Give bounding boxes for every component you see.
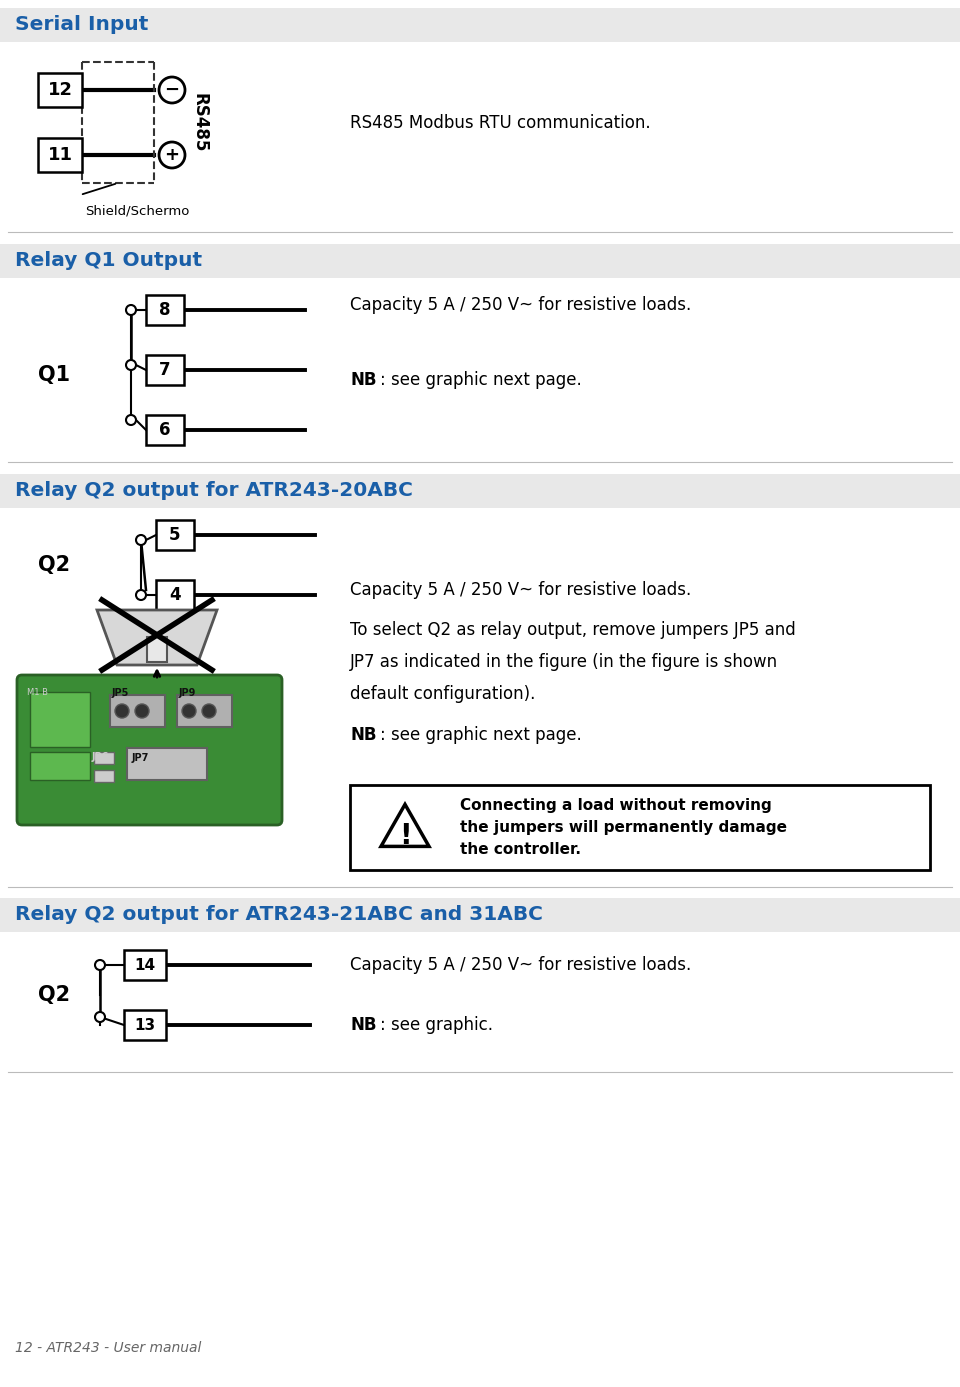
Circle shape bbox=[135, 705, 149, 718]
Text: M1 B: M1 B bbox=[27, 688, 48, 698]
FancyBboxPatch shape bbox=[38, 137, 82, 172]
Text: JP6: JP6 bbox=[92, 752, 109, 761]
Circle shape bbox=[95, 960, 105, 970]
Text: NB: NB bbox=[350, 370, 376, 388]
Text: JP9: JP9 bbox=[179, 688, 197, 698]
Text: Relay Q2 output for ATR243-20ABC: Relay Q2 output for ATR243-20ABC bbox=[15, 481, 413, 501]
Circle shape bbox=[136, 535, 146, 545]
Circle shape bbox=[202, 705, 216, 718]
FancyBboxPatch shape bbox=[156, 580, 194, 610]
FancyBboxPatch shape bbox=[30, 752, 90, 779]
Text: : see graphic.: : see graphic. bbox=[380, 1017, 493, 1033]
Circle shape bbox=[136, 589, 146, 601]
FancyBboxPatch shape bbox=[147, 637, 167, 662]
Text: 5: 5 bbox=[169, 526, 180, 544]
Circle shape bbox=[126, 361, 136, 370]
Text: Capacity 5 A / 250 V~ for resistive loads.: Capacity 5 A / 250 V~ for resistive load… bbox=[350, 956, 691, 974]
Text: : see graphic next page.: : see graphic next page. bbox=[380, 370, 582, 388]
Text: NB: NB bbox=[350, 725, 376, 743]
Text: Serial Input: Serial Input bbox=[15, 15, 149, 35]
Text: 11: 11 bbox=[47, 146, 73, 164]
FancyBboxPatch shape bbox=[177, 695, 232, 727]
FancyBboxPatch shape bbox=[124, 950, 166, 981]
Text: 13: 13 bbox=[134, 1018, 156, 1032]
Text: RS485: RS485 bbox=[191, 93, 209, 153]
Circle shape bbox=[126, 415, 136, 424]
FancyBboxPatch shape bbox=[38, 74, 82, 107]
FancyBboxPatch shape bbox=[94, 770, 114, 782]
FancyBboxPatch shape bbox=[0, 474, 960, 508]
Polygon shape bbox=[97, 610, 217, 664]
Text: Relay Q2 output for ATR243-21ABC and 31ABC: Relay Q2 output for ATR243-21ABC and 31A… bbox=[15, 906, 542, 925]
Text: !: ! bbox=[398, 821, 411, 849]
FancyBboxPatch shape bbox=[17, 675, 282, 825]
Text: 4: 4 bbox=[169, 585, 180, 603]
Circle shape bbox=[159, 141, 185, 168]
Text: NB: NB bbox=[350, 1017, 376, 1033]
Text: 12: 12 bbox=[47, 80, 73, 98]
Circle shape bbox=[95, 1013, 105, 1022]
Text: JP5: JP5 bbox=[112, 688, 130, 698]
FancyBboxPatch shape bbox=[146, 295, 184, 325]
Text: Capacity 5 A / 250 V~ for resistive loads.: Capacity 5 A / 250 V~ for resistive load… bbox=[350, 581, 691, 599]
Polygon shape bbox=[381, 804, 429, 846]
Text: Q1: Q1 bbox=[38, 365, 70, 386]
FancyBboxPatch shape bbox=[0, 8, 960, 42]
Text: RS485 Modbus RTU communication.: RS485 Modbus RTU communication. bbox=[350, 114, 651, 132]
Circle shape bbox=[159, 78, 185, 103]
Text: −: − bbox=[164, 80, 180, 98]
Text: Capacity 5 A / 250 V~ for resistive loads.: Capacity 5 A / 250 V~ for resistive load… bbox=[350, 295, 691, 313]
FancyBboxPatch shape bbox=[146, 415, 184, 445]
Text: Relay Q1 Output: Relay Q1 Output bbox=[15, 251, 203, 270]
Text: Shield/Schermo: Shield/Schermo bbox=[85, 205, 189, 218]
FancyBboxPatch shape bbox=[110, 695, 165, 727]
FancyBboxPatch shape bbox=[30, 692, 90, 748]
Text: JP7: JP7 bbox=[132, 753, 150, 763]
FancyBboxPatch shape bbox=[146, 355, 184, 386]
FancyBboxPatch shape bbox=[124, 1010, 166, 1040]
FancyBboxPatch shape bbox=[156, 520, 194, 551]
Text: : see graphic next page.: : see graphic next page. bbox=[380, 725, 582, 743]
Text: Q2: Q2 bbox=[38, 985, 70, 1006]
Text: Connecting a load without removing
the jumpers will permanently damage
the contr: Connecting a load without removing the j… bbox=[460, 798, 787, 857]
FancyBboxPatch shape bbox=[350, 785, 930, 870]
Text: Q2: Q2 bbox=[38, 555, 70, 576]
Circle shape bbox=[126, 305, 136, 315]
Text: To select Q2 as relay output, remove jumpers JP5 and: To select Q2 as relay output, remove jum… bbox=[350, 621, 796, 639]
Text: 14: 14 bbox=[134, 957, 156, 972]
Text: JP7 as indicated in the figure (in the figure is shown: JP7 as indicated in the figure (in the f… bbox=[350, 653, 779, 671]
Text: +: + bbox=[164, 146, 180, 164]
Text: 8: 8 bbox=[159, 301, 171, 319]
Text: 6: 6 bbox=[159, 422, 171, 440]
FancyBboxPatch shape bbox=[127, 748, 207, 779]
FancyBboxPatch shape bbox=[0, 244, 960, 277]
Text: 7: 7 bbox=[159, 361, 171, 379]
Circle shape bbox=[182, 705, 196, 718]
Circle shape bbox=[115, 705, 129, 718]
Text: 12 - ATR243 - User manual: 12 - ATR243 - User manual bbox=[15, 1341, 202, 1355]
FancyBboxPatch shape bbox=[0, 897, 960, 932]
FancyBboxPatch shape bbox=[94, 752, 114, 764]
Text: default configuration).: default configuration). bbox=[350, 685, 536, 703]
